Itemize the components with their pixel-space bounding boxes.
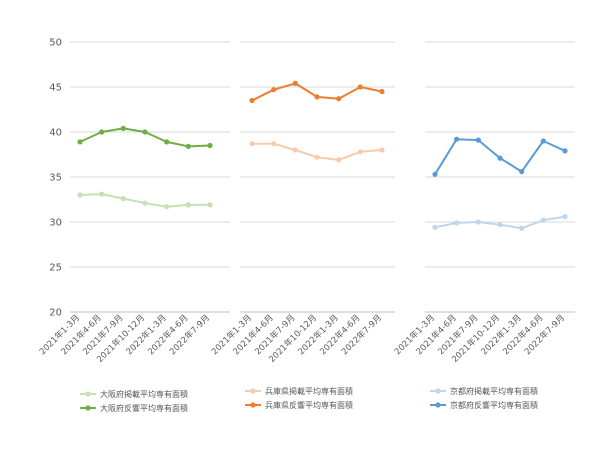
data-point <box>142 200 148 206</box>
data-point <box>120 125 126 131</box>
legend-swatch-marker <box>250 402 256 408</box>
data-point <box>249 141 255 147</box>
data-point <box>207 142 213 149</box>
data-point <box>314 94 320 100</box>
legend-label: 京都府反響平均専有面積 <box>450 400 538 410</box>
data-point <box>540 217 546 223</box>
data-point <box>142 129 148 135</box>
data-point <box>314 154 320 160</box>
y-tick-label: 40 <box>49 128 62 139</box>
data-point <box>475 137 481 143</box>
legend-label: 兵庫県反響平均専有面積 <box>265 400 353 410</box>
data-point <box>164 204 170 210</box>
y-tick-label: 30 <box>49 218 62 229</box>
data-point <box>120 196 126 202</box>
data-point <box>540 138 546 144</box>
data-point <box>519 169 525 175</box>
grid-lines <box>70 41 575 313</box>
data-point <box>292 80 298 86</box>
legend-label: 兵庫県掲載平均専有面積 <box>265 386 353 396</box>
data-point <box>475 219 481 225</box>
data-point <box>379 88 385 95</box>
data-point <box>336 157 342 163</box>
data-point <box>432 171 438 177</box>
series-group <box>77 80 568 231</box>
data-point <box>185 143 191 149</box>
data-point <box>357 149 363 155</box>
data-point <box>271 87 277 93</box>
legend-swatch-marker <box>435 402 441 408</box>
data-point <box>77 192 83 198</box>
data-point <box>249 97 255 104</box>
data-point <box>77 139 83 145</box>
data-point <box>336 96 342 102</box>
legend-swatch-marker <box>85 391 91 397</box>
data-point <box>357 84 363 90</box>
data-point <box>99 129 105 135</box>
y-tick-label: 50 <box>49 38 62 49</box>
legend-label: 京都府掲載平均専有面積 <box>450 386 538 396</box>
data-point <box>99 191 105 197</box>
data-point <box>562 214 568 220</box>
y-tick-label: 25 <box>49 263 62 274</box>
data-point <box>207 202 213 208</box>
legend-swatch-marker <box>85 405 91 411</box>
data-point <box>271 141 277 147</box>
legend-label: 大阪府反響平均専有面積 <box>100 403 188 413</box>
data-point <box>519 225 525 231</box>
data-point <box>497 155 503 161</box>
y-tick-label: 20 <box>49 308 62 319</box>
data-point <box>292 147 298 153</box>
data-point <box>185 202 191 208</box>
data-point <box>379 147 385 153</box>
data-point <box>454 220 460 226</box>
data-point <box>562 148 568 154</box>
legend-swatch-marker <box>435 388 441 394</box>
data-point <box>432 224 438 230</box>
data-point <box>454 136 460 142</box>
y-tick-label: 45 <box>49 83 62 94</box>
legend-swatch-marker <box>250 388 256 394</box>
legend-label: 大阪府掲載平均専有面積 <box>100 389 188 399</box>
data-point <box>497 222 503 228</box>
y-tick-label: 35 <box>49 173 62 184</box>
data-point <box>164 139 170 145</box>
